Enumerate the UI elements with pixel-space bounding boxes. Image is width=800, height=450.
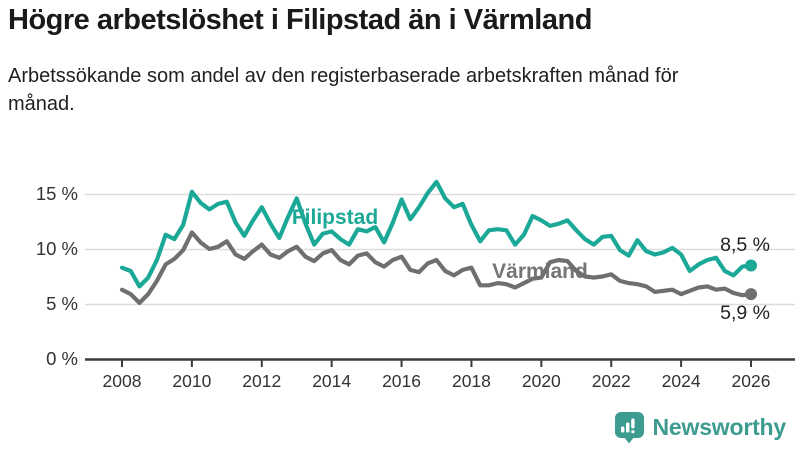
- svg-text:2010: 2010: [172, 371, 211, 391]
- series-varmland: Värmland 5,9 %: [119, 230, 770, 324]
- newsworthy-bubble-barchart-icon: [614, 412, 644, 444]
- y-gridlines: [85, 193, 795, 306]
- svg-text:15 %: 15 %: [36, 183, 78, 204]
- svg-text:2026: 2026: [732, 371, 771, 391]
- chart-subtitle: Arbetssökande som andel av den registerb…: [8, 65, 679, 115]
- svg-text:2018: 2018: [452, 371, 491, 391]
- series-label-värmland: Värmland: [492, 260, 588, 283]
- y-axis-labels: 0 % 5 % 10 % 15 %: [36, 183, 78, 369]
- x-axis: 2008 2010 2012 2014 2016 2018 2020 2022 2024 2026: [85, 358, 795, 391]
- brand-name: Newsworthy: [652, 413, 787, 440]
- end-value-label-värmland: 5,9 %: [720, 302, 770, 324]
- newsworthy-logo: Newsworthy: [613, 410, 786, 444]
- svg-text:2012: 2012: [242, 371, 281, 391]
- svg-text:0 %: 0 %: [46, 348, 78, 369]
- end-dot-värmland: [745, 288, 757, 301]
- page-title: Högre arbetslöshet i Filipstad än i Värm…: [8, 4, 592, 36]
- svg-text:2014: 2014: [312, 371, 351, 391]
- line-värmland: [119, 230, 754, 305]
- svg-text:2024: 2024: [662, 371, 701, 391]
- line-filipstad: [119, 179, 754, 289]
- end-value-label-filipstad: 8,5 %: [720, 234, 770, 256]
- svg-text:2020: 2020: [522, 371, 561, 391]
- svg-text:10 %: 10 %: [36, 238, 78, 259]
- svg-text:2008: 2008: [103, 371, 142, 391]
- svg-text:2016: 2016: [382, 371, 421, 391]
- svg-text:2022: 2022: [592, 371, 631, 391]
- end-dot-filipstad: [745, 259, 757, 272]
- svg-text:5 %: 5 %: [46, 293, 78, 314]
